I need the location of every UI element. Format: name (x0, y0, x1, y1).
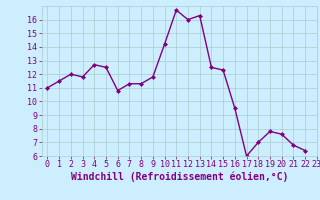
X-axis label: Windchill (Refroidissement éolien,°C): Windchill (Refroidissement éolien,°C) (70, 172, 288, 182)
